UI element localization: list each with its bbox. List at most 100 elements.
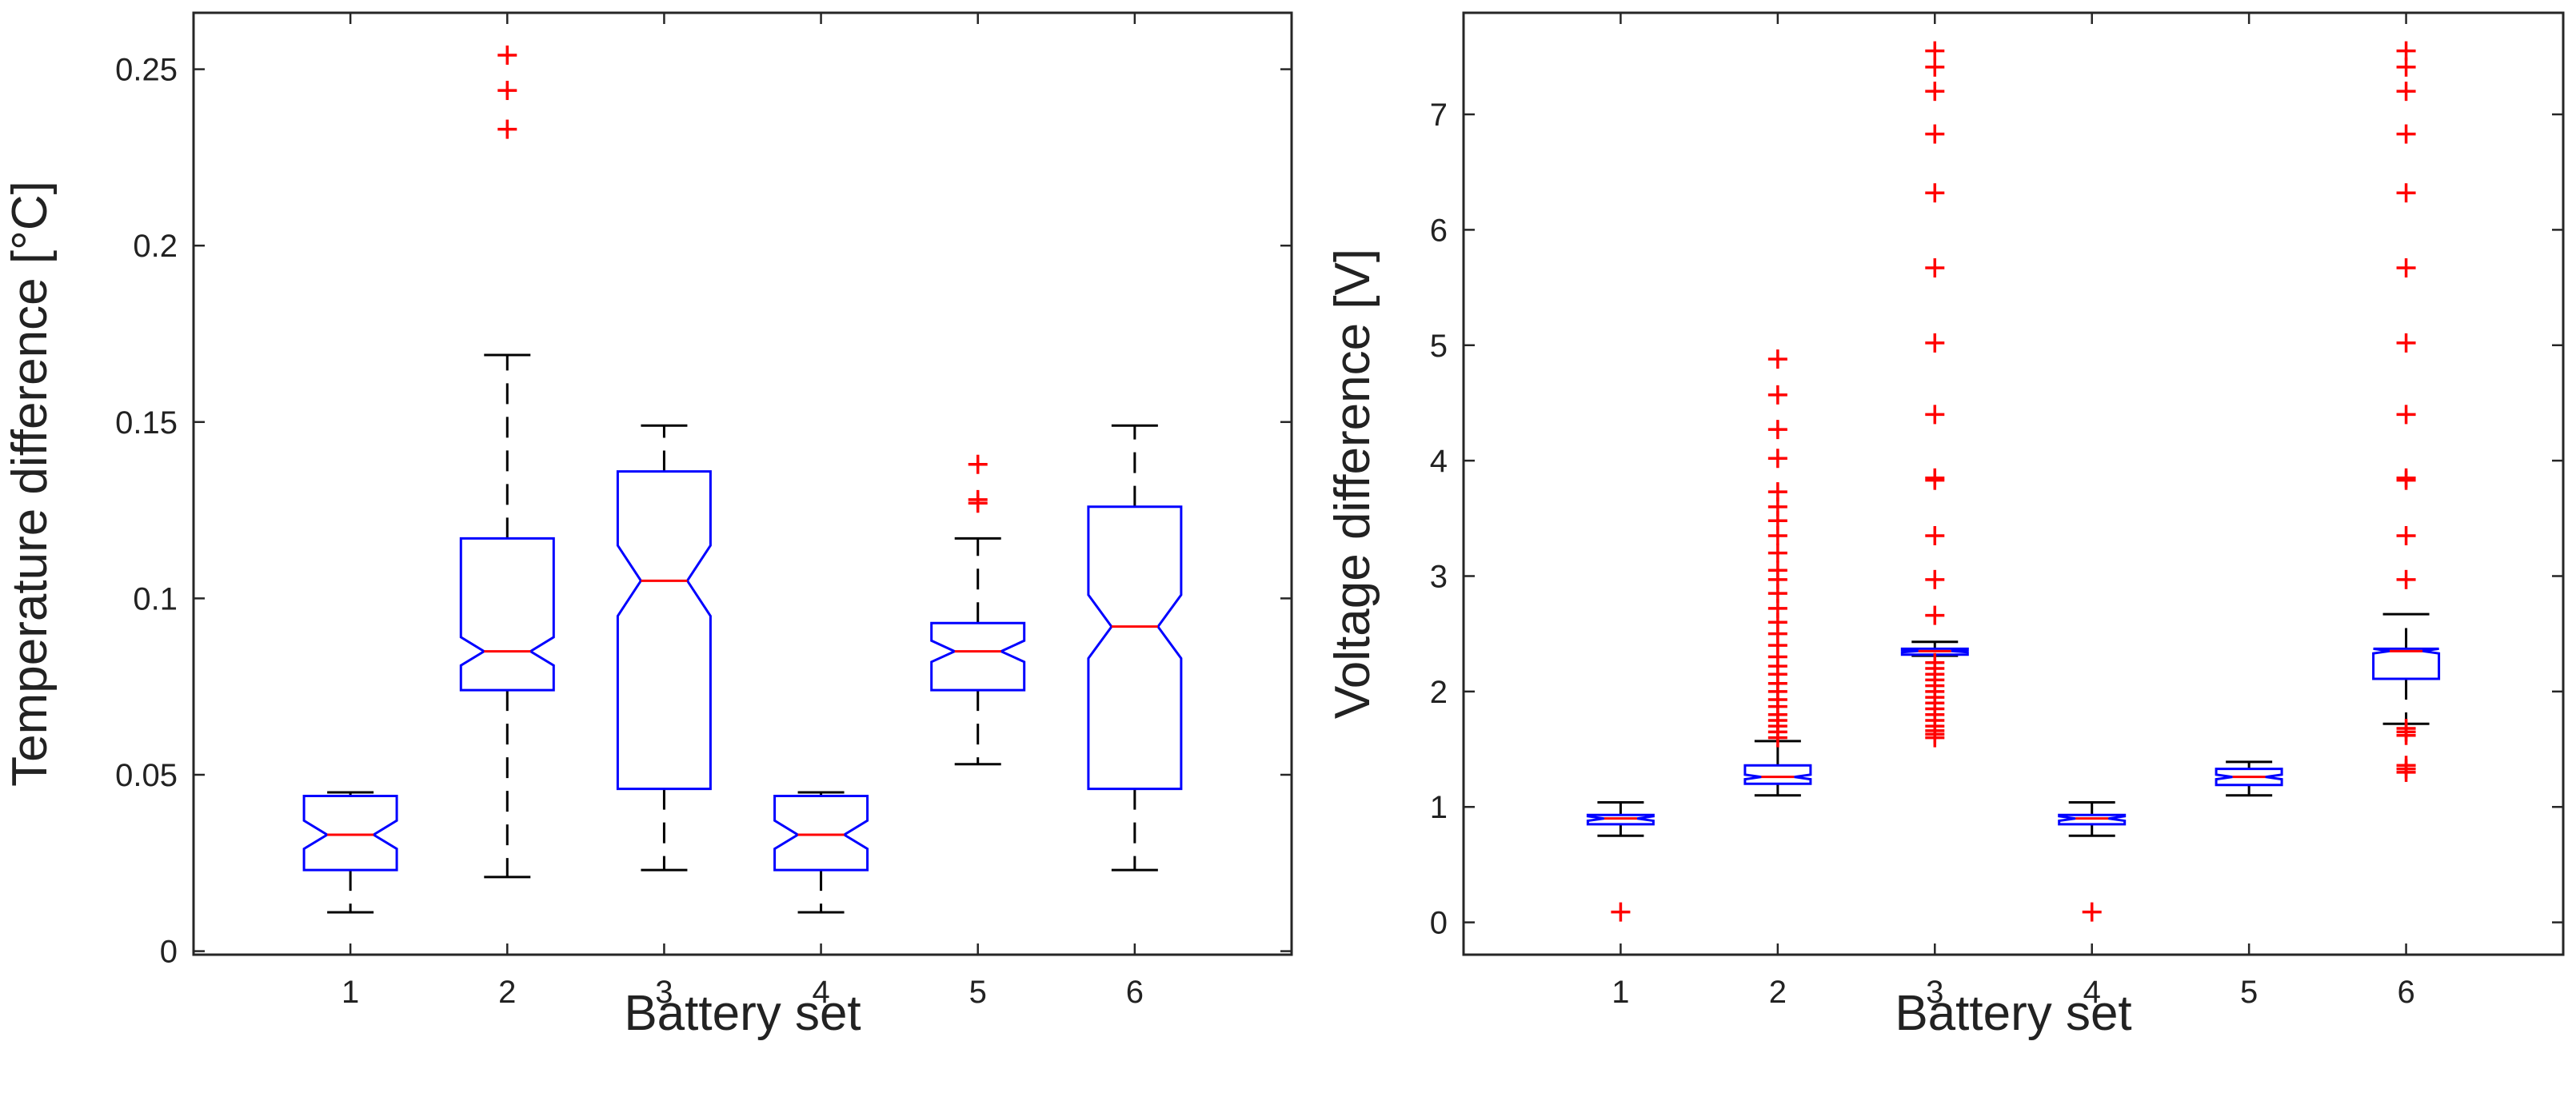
voltage-ytick-label: 0 [1430, 906, 1448, 941]
outlier-marker [497, 119, 517, 139]
outlier-marker [2082, 902, 2102, 922]
voltage-x-axis-label: Battery set [1895, 986, 2131, 1041]
voltage-ytick-label: 1 [1430, 790, 1448, 825]
notched-box [616, 470, 712, 791]
voltage-ytick-label: 7 [1430, 98, 1448, 133]
outlier-marker [2396, 57, 2416, 77]
notched-box [1743, 764, 1812, 785]
voltage-xtick-label: 5 [2240, 975, 2258, 1010]
outlier-marker [1925, 183, 1945, 203]
outlier-marker [2396, 405, 2416, 425]
temperature-x-axis-label: Battery set [624, 986, 861, 1041]
notched-box [2372, 647, 2441, 680]
outlier-marker [968, 489, 988, 509]
temperature-xtick-label: 6 [1126, 975, 1144, 1010]
voltage-ytick-label: 2 [1430, 675, 1448, 710]
outlier-marker [2396, 124, 2416, 144]
temperature-ytick-label: 0 [160, 935, 178, 970]
outlier-marker [1767, 385, 1787, 405]
outlier-marker [1925, 124, 1945, 144]
outlier-marker [497, 45, 517, 65]
temperature-box-4 [773, 791, 869, 914]
outlier-marker [1925, 605, 1945, 625]
notched-box [1900, 647, 1969, 656]
voltage-xtick-label: 6 [2397, 975, 2414, 1010]
outlier-marker [497, 81, 517, 101]
outlier-marker [2396, 333, 2416, 353]
voltage-ytick-label: 3 [1430, 559, 1448, 594]
outlier-marker [1767, 420, 1787, 440]
outlier-marker [2396, 41, 2416, 61]
outlier-marker [1767, 482, 1787, 502]
notched-box [2215, 768, 2283, 787]
notched-box [302, 795, 398, 872]
temperature-ytick-label: 0.15 [115, 405, 178, 441]
temperature-xtick-label: 3 [655, 975, 673, 1010]
voltage-chart: 0 1 2 3 4 5 6 7 1 2 3 4 5 6 Battery set Voltage differe… [1325, 11, 2565, 1041]
temperature-box-1 [302, 791, 398, 914]
outlier-marker [1925, 258, 1945, 278]
outlier-marker [2396, 569, 2416, 589]
voltage-ytick-label: 4 [1430, 444, 1448, 479]
outlier-marker [1925, 405, 1945, 425]
temperature-xtick-label: 2 [498, 975, 516, 1010]
outlier-marker [2396, 258, 2416, 278]
notched-box [1586, 813, 1655, 826]
voltage-xtick-label: 4 [2083, 975, 2101, 1010]
voltage-xtick-label: 3 [1926, 975, 1943, 1010]
outlier-marker [1925, 569, 1945, 589]
notched-box [459, 537, 555, 692]
outlier-marker [2396, 719, 2416, 739]
temperature-box-5 [930, 454, 1026, 766]
outlier-marker [1925, 333, 1945, 353]
voltage-box-5 [2215, 760, 2283, 797]
temperature-ytick-label: 0.05 [115, 758, 178, 793]
notched-box [2058, 813, 2127, 826]
temperature-y-axis-label: Temperature difference [°C] [2, 181, 58, 787]
voltage-plot-frame [1462, 11, 2565, 956]
voltage-y-axis-label: Voltage difference [V] [1325, 249, 1380, 719]
temperature-box-3 [616, 424, 712, 872]
temperature-chart: 0 0.05 0.1 0.15 0.2 0.25 1 2 3 4 5 6 Battery set Temp… [2, 11, 1293, 1041]
temperature-ytick-label: 0.1 [133, 581, 178, 616]
voltage-box-2 [1743, 349, 1812, 797]
outlier-marker [1767, 560, 1787, 580]
outlier-marker [2396, 756, 2416, 776]
outlier-marker [1611, 902, 1631, 922]
notched-box [773, 795, 869, 872]
outlier-marker [2396, 468, 2416, 488]
outlier-marker [1767, 349, 1787, 369]
temperature-xtick-label: 5 [969, 975, 987, 1010]
notched-box [1087, 505, 1183, 791]
voltage-box-3 [1900, 41, 1969, 748]
temperature-box-6 [1087, 424, 1183, 872]
outlier-marker [2396, 525, 2416, 545]
voltage-xtick-label: 2 [1769, 975, 1787, 1010]
outlier-marker [1925, 57, 1945, 77]
temperature-xtick-label: 1 [341, 975, 359, 1010]
notched-box [930, 621, 1026, 692]
temperature-box-2 [459, 45, 555, 879]
voltage-box-4 [2058, 800, 2127, 922]
outlier-marker [1925, 468, 1945, 488]
outlier-marker [1925, 41, 1945, 61]
voltage-xtick-label: 1 [1611, 975, 1629, 1010]
voltage-box-6 [2372, 41, 2441, 782]
outlier-marker [2396, 82, 2416, 102]
outlier-marker [1925, 652, 1945, 672]
outlier-marker [1925, 82, 1945, 102]
outlier-marker [1767, 543, 1787, 563]
outlier-marker [2396, 183, 2416, 203]
outlier-marker [1767, 449, 1787, 469]
temperature-ytick-label: 0.2 [133, 229, 178, 264]
temperature-xtick-label: 4 [812, 975, 829, 1010]
voltage-box-1 [1586, 800, 1655, 922]
temperature-ytick-label: 0.25 [115, 53, 178, 88]
voltage-ytick-label: 6 [1430, 213, 1448, 248]
voltage-ytick-label: 5 [1430, 329, 1448, 364]
outlier-marker [968, 454, 988, 474]
outlier-marker [1925, 525, 1945, 545]
temperature-plot-frame [192, 11, 1293, 956]
